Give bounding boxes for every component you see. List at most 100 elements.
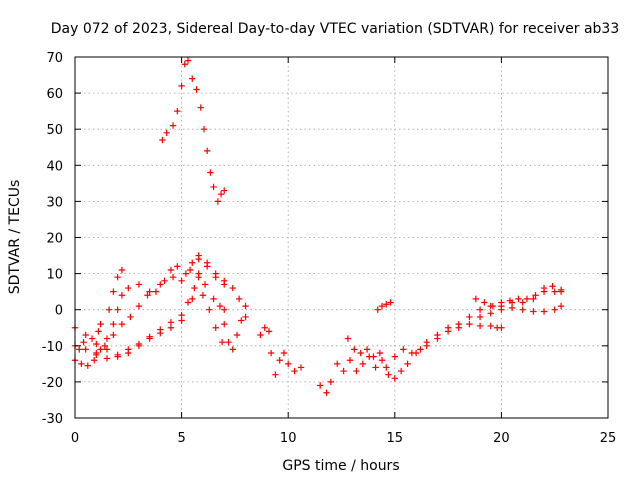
data-point [159,136,166,144]
grid-lines [75,57,608,418]
data-point [90,357,98,364]
data-point [178,317,185,324]
data-point [135,281,143,288]
data-point [214,198,222,205]
data-point [182,270,190,277]
data-point [323,389,330,396]
data-point [207,169,214,176]
data-point [383,301,390,308]
data-point [327,378,335,386]
data-point [466,313,473,321]
data-point [291,367,298,375]
data-point [169,122,177,129]
data-point [235,295,243,303]
data-point [359,360,367,368]
data-point [146,288,153,295]
data-point [178,311,185,319]
data-point [238,317,245,324]
data-point [210,295,217,303]
data-point [114,306,121,313]
x-tick-label: 20 [493,431,510,446]
x-tick-label: 5 [177,431,185,446]
data-point [167,266,175,274]
data-point [101,342,109,349]
data-point [267,349,275,357]
data-point [233,331,241,339]
data-point [423,342,430,349]
data-point [387,299,394,306]
data-point [157,326,164,333]
data-point [551,288,558,295]
data-point [557,302,565,310]
data-point [455,324,462,331]
data-point [217,190,225,198]
data-point [93,349,100,357]
data-point [88,335,96,342]
data-point [114,353,121,360]
data-point [257,331,264,339]
data-point [487,322,494,330]
data-point [225,338,232,346]
data-point [334,360,341,368]
data-point [84,362,91,369]
y-tick-label: 30 [46,195,63,210]
data-point [508,304,516,312]
data-point [80,338,87,346]
series-evening-flat [476,302,565,321]
data-point [374,306,381,313]
y-tick-label: -10 [42,340,63,355]
data-point [412,349,420,357]
data-point [76,346,83,353]
data-point [174,107,181,115]
data-point [212,274,219,281]
data-point [189,259,196,266]
data-point [540,308,548,315]
series-nine-hour [257,324,305,378]
series-peak [159,57,228,205]
data-point [404,360,411,368]
data-point [242,302,249,310]
data-point [400,346,407,353]
data-point [218,338,226,346]
data-point [363,346,371,353]
data-point [103,335,111,342]
data-point [476,313,484,321]
y-tick-label: -30 [42,412,63,427]
data-point [212,324,219,331]
y-tick-label: 50 [46,123,63,138]
data-point [285,360,292,368]
data-point [378,302,386,310]
data-point [157,281,164,288]
data-point [515,295,522,303]
x-tick-label: 25 [600,431,617,446]
chart-title: Day 072 of 2023, Sidereal Day-to-day VTE… [51,21,620,37]
data-point [206,306,213,313]
data-point [540,284,548,292]
data-point [417,346,424,353]
series-midday-upper [344,335,424,371]
data-point [167,324,175,331]
y-tick-label: 60 [46,87,63,102]
data-point [487,310,494,317]
data-point [97,320,104,328]
data-point [178,82,185,90]
series-track-d [93,255,228,357]
data-point [280,349,288,357]
data-point [523,295,531,303]
data-point [557,286,565,294]
data-point [221,281,228,288]
data-point [144,292,151,299]
data-point [135,302,143,310]
data-point [551,306,558,313]
data-point [125,284,132,292]
data-point [93,340,100,348]
data-point [370,353,377,360]
data-point [97,346,104,353]
y-tick-label: -20 [42,376,63,391]
data-point [346,357,354,364]
data-point [195,270,202,277]
series-track-b [71,270,228,362]
data-point [297,364,305,371]
data-point [127,313,134,321]
data-point [110,288,117,295]
